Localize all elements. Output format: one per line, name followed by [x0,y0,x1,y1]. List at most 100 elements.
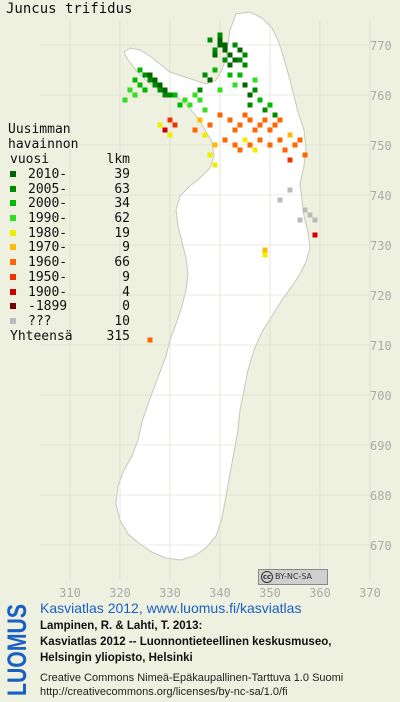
northing-label: 730 [370,239,392,253]
observation-square [222,42,228,48]
citation-line-3: Helsingin yliopisto, Helsinki [40,652,193,664]
observation-square [157,82,163,88]
observation-square [247,117,253,123]
observation-square [122,97,128,103]
observation-square [292,142,298,148]
observation-square [232,82,238,88]
observation-square [212,162,218,168]
northing-label: 710 [370,339,392,353]
observation-square [157,87,163,93]
legend-swatch [10,171,16,177]
cc-badge-text: BY-NC-SA [275,572,313,581]
observation-square [207,37,213,43]
legend-swatch [10,303,16,310]
observation-square [167,117,173,123]
citation-line-2: Kasviatlas 2012 -- Luonnontieteellinen k… [40,636,332,648]
observation-square [247,142,253,148]
observation-square [262,247,268,253]
observation-square [197,117,203,123]
northing-label: 700 [370,389,392,403]
observation-square [257,122,263,128]
observation-square [262,117,268,123]
observation-square [217,112,223,118]
observation-square [217,42,223,48]
legend-swatch [10,244,16,251]
easting-label: 360 [309,586,331,600]
observation-square [212,47,218,53]
legend-rows: 2010- 39 2005- 63 2000- 34 1990- 62 1980- 19 1970-… [8,167,130,329]
legend-header-2: havainnon [8,137,79,152]
observation-square [232,142,238,148]
observation-square [282,147,288,153]
northing-label: 740 [370,189,392,203]
footer-title[interactable]: Kasviatlas 2012, www.luomus.fi/kasviatla… [40,600,302,616]
observation-square [162,92,168,98]
observation-square [162,127,168,133]
observation-square [252,147,258,153]
observation-square [192,92,198,98]
legend-row-label: ??? [28,313,52,329]
legend-header-year: vuosi [10,152,50,167]
legend-row-count: 4 [122,284,130,300]
observation-square [207,152,213,158]
observation-square [237,147,243,153]
license-text: Creative Commons Nimeä-Epäkaupallinen-Ta… [40,672,344,684]
legend-row: 1960- 66 [8,255,130,270]
legend-row-label: 1970- [28,240,68,256]
observation-square [217,32,223,38]
cc-icon: cc [261,571,273,583]
northing-label: 680 [370,489,392,503]
observation-square [237,72,243,78]
northing-label: 670 [370,539,392,553]
legend-row: ??? 10 [8,314,130,329]
species-name: Juncus trifidus [6,1,133,17]
observation-square [167,92,173,98]
northing-labels: 770 760 750 740 730 720 710 700 690 680 670 [370,39,392,553]
legend-row: 1900- 4 [8,285,130,300]
legend-swatch [10,317,16,324]
observation-square [287,132,293,138]
easting-label: 340 [209,586,231,600]
observation-square [172,122,178,128]
cc-license-badge[interactable]: cc BY-NC-SA [258,569,328,585]
legend-row: 2010- 39 [8,167,130,182]
legend-row-label: 1960- [28,255,68,271]
observation-square [217,37,223,43]
observation-square [227,72,233,78]
legend-row-count: 63 [114,181,130,197]
citation-line-1: Lampinen, R. & Lahti, T. 2013: [40,620,203,632]
coordinate-grid [40,20,371,580]
observation-square [272,112,278,118]
observation-square [242,52,248,58]
observation-square [297,217,303,223]
legend-row: 1980- 19 [8,226,130,241]
observation-square [212,52,218,58]
license-url[interactable]: http://creativecommons.org/licenses/by-n… [40,686,288,698]
observation-square [267,102,273,108]
observation-square [217,87,223,93]
easting-label: 310 [59,586,81,600]
legend-swatch [10,215,16,222]
observation-square [257,97,263,103]
legend-row-count: 39 [114,167,130,182]
legend-row-count: 19 [114,225,130,241]
legend-row-label: 2000- [28,196,68,212]
legend-total-label: Yhteensä [10,328,73,344]
observation-square [187,102,193,108]
legend-header-count: lkm [106,152,130,167]
observation-square [237,57,243,63]
northing-label: 770 [370,39,392,53]
legend-header-1: Uusimman [8,122,71,137]
legend-row-count: 10 [114,313,130,329]
legend-swatch [10,200,16,207]
legend-swatch [10,229,16,236]
legend-row-label: 1990- [28,211,68,227]
observation-square [247,102,253,108]
legend-row-label: -1899 [28,299,68,315]
observation-square [162,87,168,93]
observation-square [152,77,158,83]
observation-square [227,52,233,58]
observation-square [277,117,283,123]
legend-row-count: 9 [122,269,130,285]
observation-square [267,127,273,133]
